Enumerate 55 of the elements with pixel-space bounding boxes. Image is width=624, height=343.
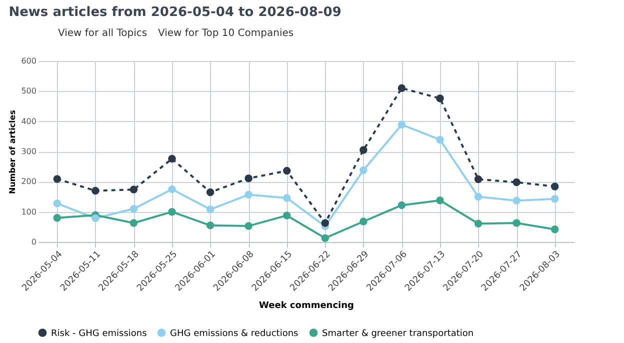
chart-title: News articles from 2026-05-04 to 2026-08-09 — [8, 5, 342, 20]
point — [360, 166, 368, 174]
point — [398, 84, 406, 92]
point — [398, 201, 406, 210]
point — [130, 204, 138, 213]
legend-label: Risk - GHG emissions — [51, 328, 148, 339]
point — [282, 194, 291, 202]
text: View for all Topics — [58, 28, 148, 39]
point — [206, 206, 214, 214]
point — [436, 196, 444, 204]
point — [512, 178, 520, 186]
point — [168, 208, 176, 216]
point — [130, 186, 138, 194]
point — [206, 222, 214, 230]
point — [53, 214, 62, 222]
y-tick-label: 200 — [21, 177, 36, 186]
point — [168, 154, 176, 163]
y-tick-label: 0 — [31, 238, 36, 246]
point — [360, 218, 368, 226]
y-tick-label: 100 — [21, 207, 36, 216]
legend-label: GHG emissions & reductions — [170, 328, 299, 339]
point — [436, 94, 444, 102]
point — [474, 192, 482, 201]
y-axis-title: Number of articles — [8, 110, 18, 194]
point — [53, 200, 62, 208]
x-axis-title: Week commencing — [259, 300, 354, 311]
point — [436, 136, 444, 144]
y-tick-label: 400 — [21, 116, 36, 126]
point — [550, 225, 559, 234]
point — [92, 214, 100, 222]
point — [360, 146, 368, 154]
point — [53, 175, 62, 183]
point — [550, 182, 559, 190]
text: View for Top 10 Companies — [158, 28, 294, 39]
legend-label: Smarter & greener transportation — [322, 328, 474, 339]
point — [244, 190, 252, 199]
point — [512, 196, 520, 205]
point — [550, 194, 559, 203]
y-tick-label: 600 — [21, 56, 36, 66]
point — [244, 174, 252, 182]
point — [398, 120, 406, 129]
point — [92, 186, 100, 195]
point — [206, 188, 214, 196]
point — [244, 222, 252, 230]
point — [321, 219, 330, 227]
point — [474, 220, 482, 228]
point — [321, 234, 330, 242]
point — [512, 219, 520, 227]
point — [168, 185, 176, 194]
point — [282, 212, 291, 220]
point — [130, 219, 138, 227]
point — [474, 175, 482, 184]
y-tick-label: 300 — [21, 147, 36, 156]
y-tick-label: 500 — [21, 86, 36, 96]
point — [282, 166, 291, 175]
